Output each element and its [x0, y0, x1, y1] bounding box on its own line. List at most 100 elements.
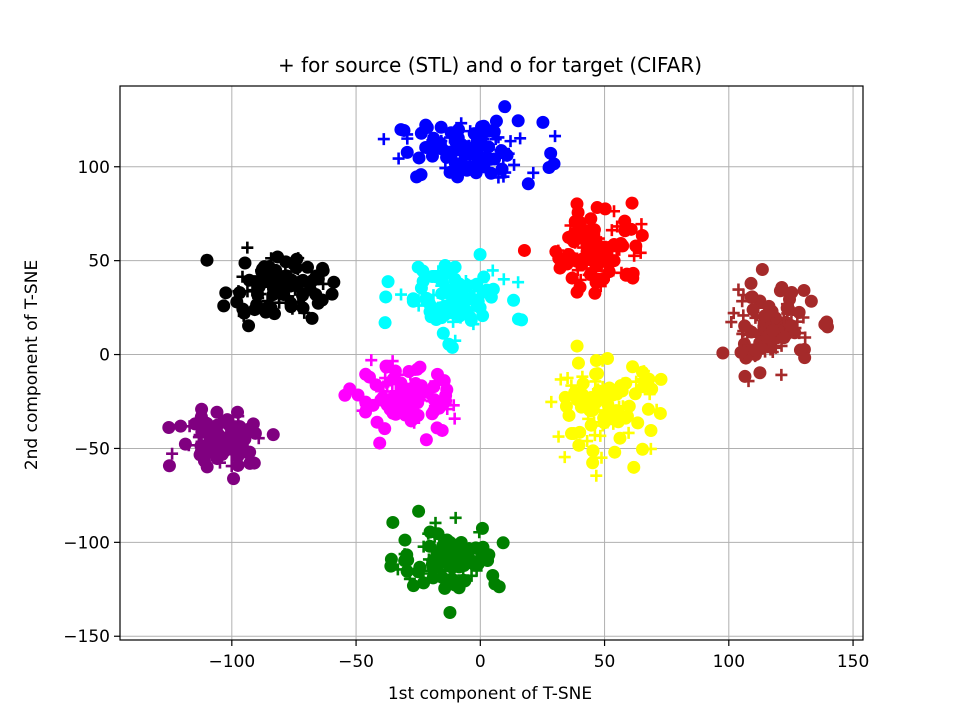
target-point	[300, 260, 314, 274]
source-point	[588, 403, 601, 416]
target-point	[195, 402, 209, 416]
target-point	[486, 282, 500, 296]
target-point	[755, 263, 769, 277]
source-point	[637, 365, 650, 378]
target-point	[573, 216, 587, 230]
target-point	[359, 367, 373, 381]
target-point	[325, 287, 339, 301]
source-point	[766, 345, 779, 358]
source-point	[499, 166, 512, 179]
source-point	[395, 288, 408, 301]
target-point	[442, 337, 456, 351]
source-point	[497, 151, 510, 164]
target-point	[202, 423, 216, 437]
target-point	[414, 126, 428, 140]
y-tick-label-1: −100	[63, 533, 110, 553]
x-tick-label-4: 100	[713, 652, 745, 672]
target-point	[628, 387, 642, 401]
target-point	[427, 380, 441, 394]
source-point	[449, 511, 462, 524]
target-point	[644, 424, 658, 438]
source-point	[377, 380, 390, 393]
source-point	[282, 290, 295, 303]
target-point	[476, 309, 490, 323]
source-point	[571, 264, 584, 277]
source-point	[463, 280, 476, 293]
target-point	[381, 275, 395, 289]
target-point	[424, 141, 438, 155]
target-point	[409, 377, 423, 391]
target-point	[231, 405, 245, 419]
source-point	[236, 270, 249, 283]
source-point	[560, 248, 573, 261]
target-point	[440, 150, 454, 164]
target-point	[570, 393, 584, 407]
target-point	[608, 445, 622, 459]
target-point	[598, 250, 612, 264]
source-point	[504, 135, 517, 148]
source-point	[457, 569, 470, 582]
target-point	[610, 411, 624, 425]
source-point	[508, 158, 521, 171]
target-point	[378, 316, 392, 330]
target-point	[338, 388, 352, 402]
target-point	[738, 319, 752, 333]
target-point	[271, 281, 285, 295]
target-point	[475, 547, 489, 561]
target-point	[264, 301, 278, 315]
target-point	[573, 425, 587, 439]
target-point	[511, 312, 525, 326]
target-point	[443, 299, 457, 313]
source-point	[727, 307, 740, 320]
target-point	[423, 539, 437, 553]
source-point	[365, 354, 378, 367]
target-point	[266, 428, 280, 442]
target-point	[402, 364, 416, 378]
source-point	[464, 125, 477, 138]
source-point	[527, 166, 540, 179]
x-axis-label: 1st component of T-SNE	[388, 684, 592, 704]
target-point	[716, 346, 730, 360]
source-point	[448, 412, 461, 425]
target-point	[452, 123, 466, 137]
source-point	[432, 301, 445, 314]
target-point	[416, 264, 430, 278]
source-point	[215, 440, 228, 453]
source-point	[492, 131, 505, 144]
target-point	[744, 276, 758, 290]
target-point	[378, 422, 392, 436]
target-point	[492, 580, 506, 594]
target-point	[394, 123, 408, 137]
y-tick-label-3: 0	[99, 346, 110, 366]
target-point	[474, 137, 488, 151]
target-point	[219, 286, 233, 300]
source-point	[356, 404, 369, 417]
source-point	[166, 447, 179, 460]
target-point	[401, 553, 415, 567]
target-point	[434, 120, 448, 134]
target-point	[162, 459, 176, 473]
source-point	[497, 273, 510, 286]
source-point	[299, 282, 312, 295]
target-point	[315, 293, 329, 307]
target-point	[625, 196, 639, 210]
source-point	[549, 130, 562, 143]
target-point	[746, 303, 760, 317]
target-point	[575, 228, 589, 242]
axis-ticks: −100 −50 0 50 100 150 −150 −100 −50 0 50 100	[63, 158, 869, 672]
target-point	[373, 436, 387, 450]
source-point	[552, 244, 565, 257]
target-point	[653, 406, 667, 420]
target-point	[607, 238, 621, 252]
target-point	[386, 515, 400, 529]
target-point	[311, 272, 325, 286]
target-point	[589, 367, 603, 381]
target-point	[584, 212, 598, 226]
target-point	[162, 420, 176, 434]
target-point	[622, 399, 636, 413]
source-point	[732, 283, 745, 296]
target-point	[269, 263, 283, 277]
target-point	[584, 418, 598, 432]
source-point	[596, 354, 609, 367]
target-point	[419, 292, 433, 306]
